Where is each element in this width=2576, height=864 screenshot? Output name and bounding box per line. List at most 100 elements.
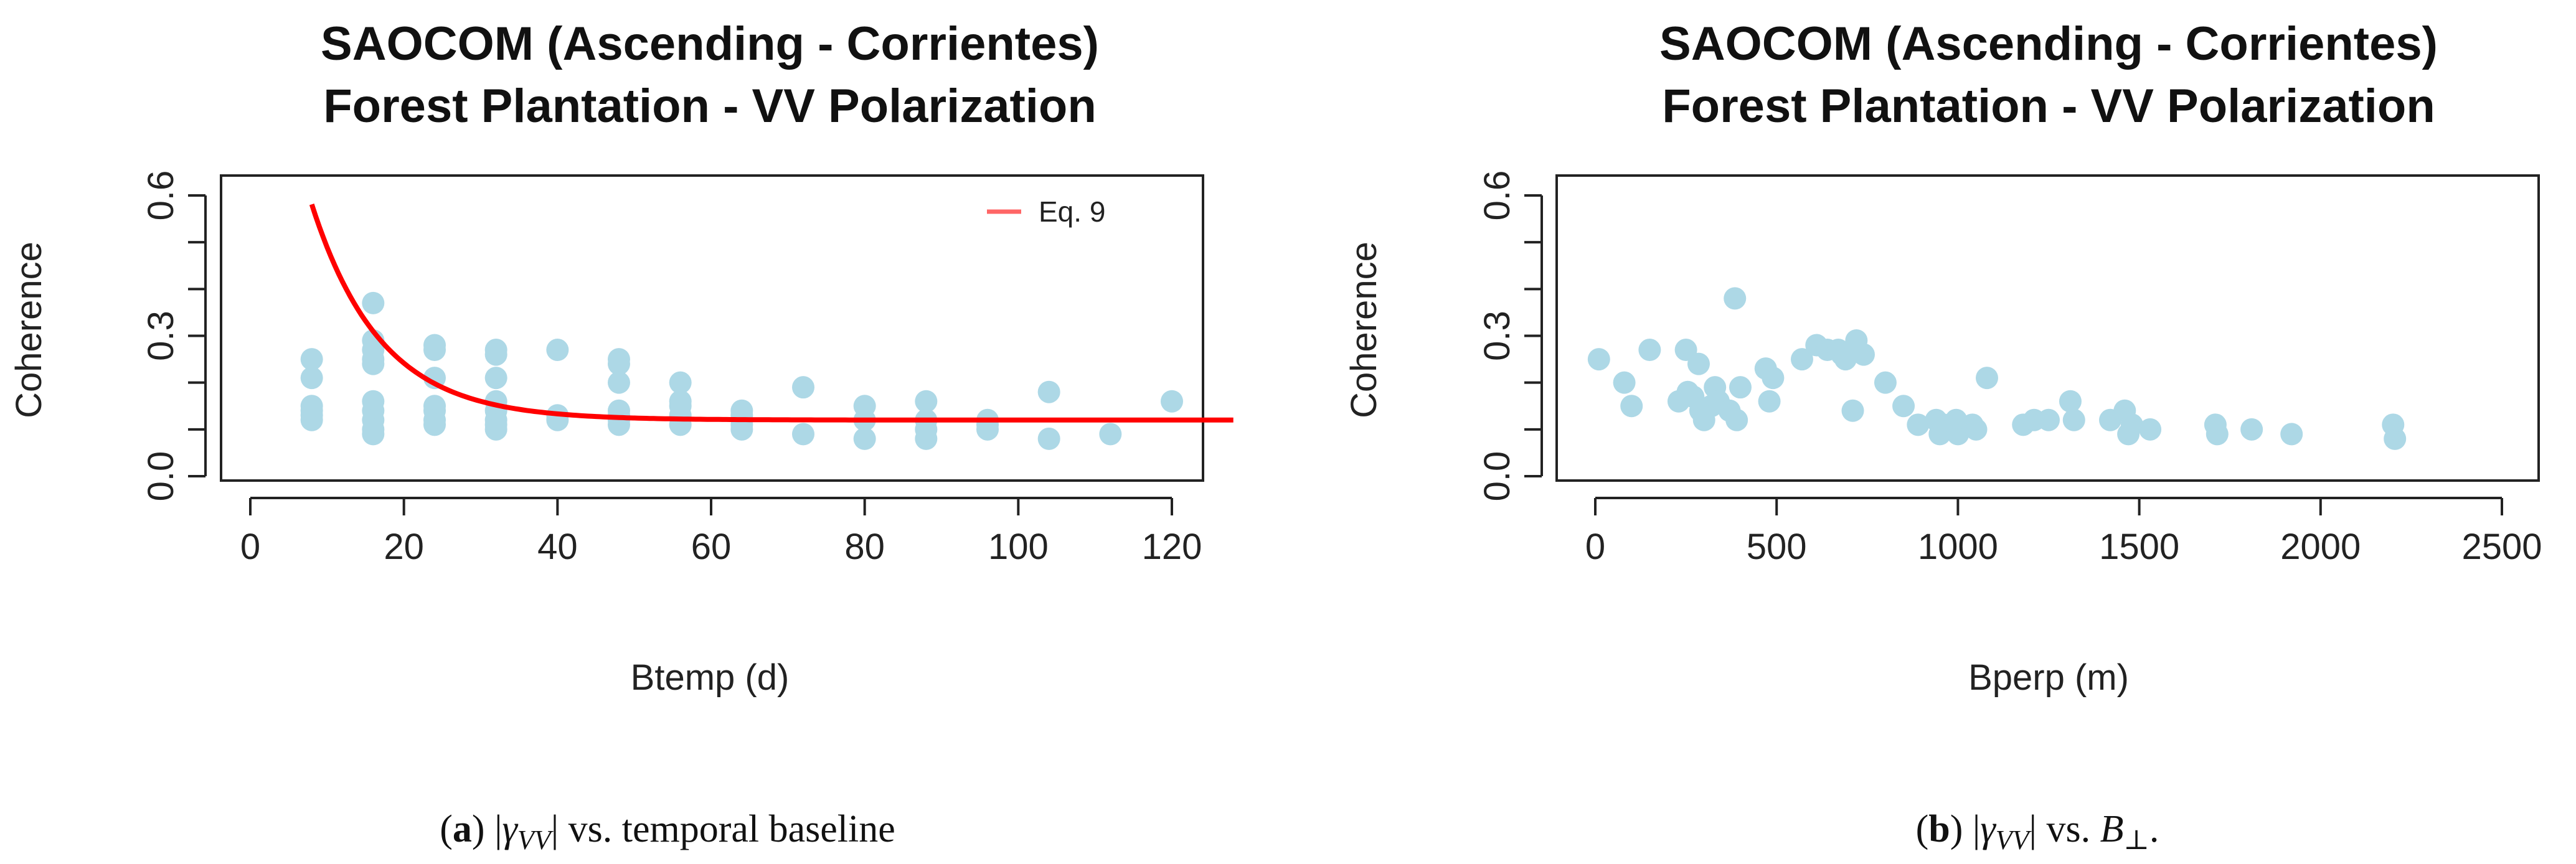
chart-a-y-tick-label: 0.6: [141, 171, 181, 221]
chart-b-point: [1620, 395, 1643, 418]
chart-b-x-tick-label: 500: [1747, 527, 1807, 567]
chart-b-point: [2206, 423, 2229, 446]
chart-a-xlabel: Btemp (d): [631, 657, 790, 698]
chart-b-point: [1758, 390, 1781, 413]
chart-b-point: [1729, 376, 1752, 399]
chart-b-point: [2280, 423, 2303, 446]
caption-b-period: .: [2149, 808, 2159, 850]
chart-a-point: [976, 418, 999, 441]
chart-a-point: [1037, 380, 1060, 403]
chart-a-point: [484, 367, 507, 390]
chart-a-point: [608, 352, 630, 375]
chart-b-x-tick-label: 1000: [1918, 527, 1998, 567]
chart-b-point: [1724, 287, 1747, 310]
panel-a: SAOCOM (Ascending - Corrientes) Forest P…: [9, 17, 1234, 698]
chart-a-plot-frame: [220, 174, 1204, 482]
chart-a-point: [300, 367, 323, 390]
chart-a-point: [362, 352, 385, 375]
chart-b-x-tick-label: 2000: [2280, 527, 2361, 567]
chart-a-point: [1161, 390, 1183, 413]
chart-b-point: [1638, 339, 1661, 362]
chart-a-x-tick-label: 80: [844, 527, 885, 567]
chart-b-points: [1587, 287, 2407, 450]
chart-b-point: [2059, 390, 2082, 413]
chart-a-legend-label: Eq. 9: [1039, 195, 1105, 228]
chart-a-point: [669, 371, 692, 394]
chart-b-subtitle: Forest Plantation - VV Polarization: [1662, 80, 2435, 133]
caption-a-gamma: γ: [502, 808, 518, 850]
chart-a-point: [853, 427, 876, 450]
chart-b-point: [2037, 408, 2060, 431]
caption-b-subscript: VV: [1996, 825, 2032, 855]
chart-b-y-tick-label: 0.0: [1477, 451, 1517, 502]
chart-a-point: [1037, 427, 1060, 450]
caption-a: (a) |γVV| vs. temporal baseline: [440, 808, 895, 855]
svg-text:(b) |γVV| vs. B⊥.: (b) |γVV| vs. B⊥.: [1916, 808, 2159, 855]
caption-b-close-paren: ) |: [1950, 808, 1981, 850]
chart-a-legend: Eq. 9: [987, 195, 1105, 228]
chart-a-y-tick-label: 0.0: [141, 451, 181, 502]
chart-b-plot-frame: [1555, 174, 2540, 482]
chart-b-point: [1907, 413, 1930, 436]
caption-b-bperp: B: [2090, 808, 2123, 850]
chart-b-y-tick-label: 0.6: [1477, 171, 1517, 221]
chart-b-x-tick-label: 2500: [2461, 527, 2542, 567]
chart-a-point: [484, 343, 507, 366]
chart-a-x-tick-label: 20: [384, 527, 424, 567]
chart-b-point: [2139, 418, 2162, 441]
chart-b-point: [1852, 343, 1875, 366]
caption-b-bar: |: [2029, 808, 2047, 850]
caption-b-text: vs.: [2046, 808, 2090, 850]
caption-a-open-paren: (: [440, 808, 453, 850]
chart-a-point: [300, 408, 323, 431]
chart-b-x-tick-label: 0: [1585, 527, 1605, 567]
chart-a-x-tick-label: 120: [1142, 527, 1202, 567]
chart-b-point: [2120, 413, 2143, 436]
caption-b-tag: b: [1928, 808, 1950, 850]
chart-a-point: [423, 367, 446, 390]
caption-b-open-paren: (: [1916, 808, 1929, 850]
chart-a-point: [546, 339, 569, 362]
caption-b-perp-sub: ⊥: [2123, 825, 2149, 855]
chart-b-point: [1687, 352, 1710, 375]
chart-b-point: [1790, 348, 1813, 371]
chart-a-point: [423, 339, 446, 362]
chart-a-point: [730, 418, 753, 441]
chart-b-point: [1587, 348, 1610, 371]
chart-b-x-tick-label: 1500: [2099, 527, 2179, 567]
chart-a-point: [915, 427, 938, 450]
chart-a-x-tick-label: 100: [988, 527, 1049, 567]
chart-a-point: [484, 418, 507, 441]
chart-a-y-tick-label: 0.3: [141, 311, 181, 361]
chart-b-point: [1725, 408, 1748, 431]
chart-b-title: SAOCOM (Ascending - Corrientes): [1659, 17, 2438, 70]
chart-a-subtitle: Forest Plantation - VV Polarization: [323, 80, 1097, 133]
chart-a-point: [362, 291, 385, 314]
chart-a-x-tick-label: 60: [691, 527, 732, 567]
chart-a-x-tick-label: 0: [240, 527, 260, 567]
caption-a-close-paren: ) |: [472, 808, 502, 850]
caption-b: (b) |γVV| vs. B⊥.: [1916, 808, 2159, 855]
chart-b-y-axis: 0.0 0.3 0.6: [1477, 171, 1543, 502]
chart-a-point: [1099, 423, 1122, 446]
chart-b-ylabel: Coherence: [1344, 242, 1384, 418]
chart-b-point: [2240, 418, 2263, 441]
chart-a-point: [608, 371, 630, 394]
chart-a-x-axis: 0 20 40 60 80 100 120: [240, 497, 1202, 567]
chart-b-point: [1834, 348, 1857, 371]
chart-a-points: [300, 291, 1183, 450]
chart-b-x-axis: 0 500 1000 1500 2000 2500: [1585, 497, 2542, 567]
chart-a-y-axis: 0.0 0.3 0.6: [141, 171, 207, 502]
chart-b-point: [2062, 408, 2085, 431]
caption-a-tag: a: [453, 808, 472, 850]
chart-a-point: [915, 390, 938, 413]
chart-a-ylabel: Coherence: [9, 242, 49, 418]
chart-a-point: [362, 423, 385, 446]
chart-b-point: [1762, 367, 1785, 390]
caption-a-bar: |: [551, 808, 569, 850]
chart-a-x-tick-label: 40: [537, 527, 578, 567]
chart-b-point: [1613, 371, 1636, 394]
chart-b-xlabel: Bperp (m): [1968, 657, 2129, 698]
caption-a-text: vs. temporal baseline: [569, 808, 895, 850]
